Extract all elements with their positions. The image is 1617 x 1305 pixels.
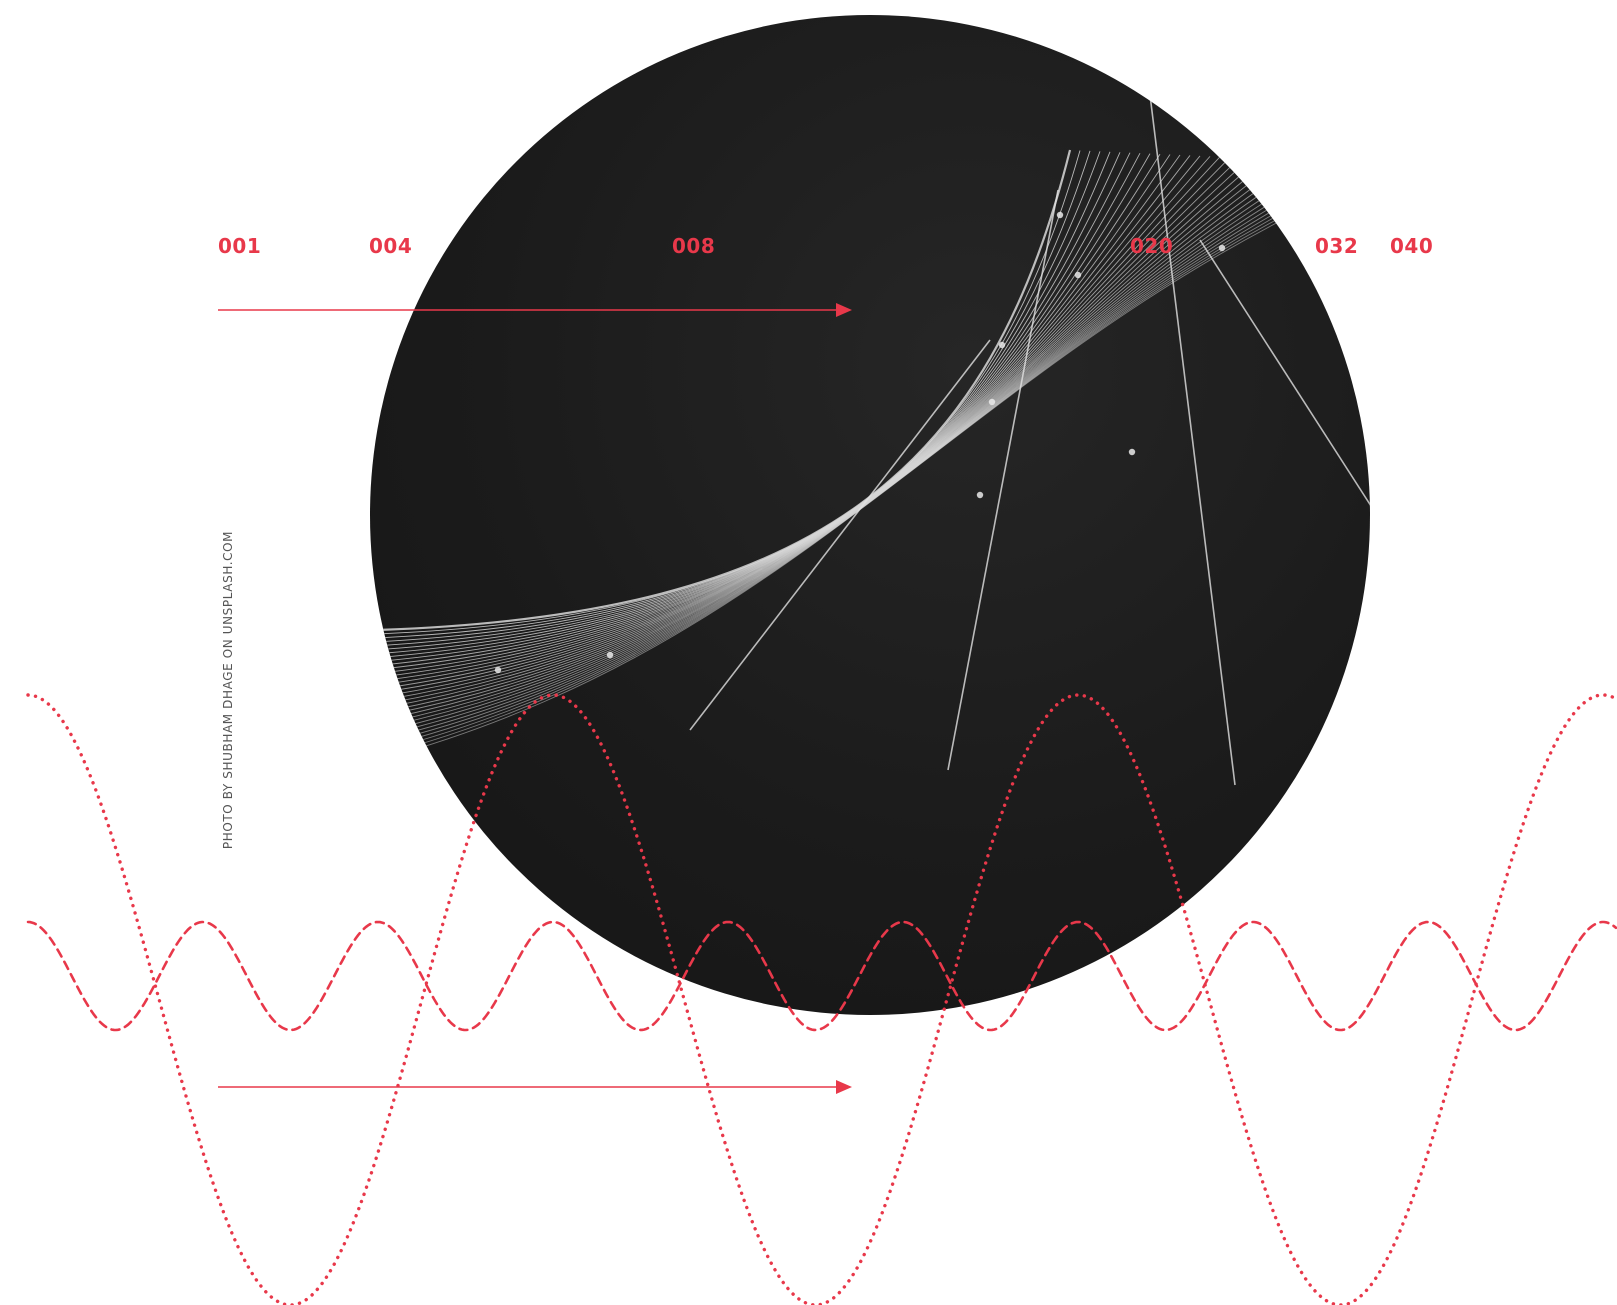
marker-label: 004 [369, 234, 413, 258]
mesh-node [1074, 271, 1082, 279]
mesh-node [606, 651, 614, 659]
marker-label: 040 [1390, 234, 1434, 258]
photo-credit: PHOTO BY SHUBHAM DHAGE ON UNSPLASH.COM [221, 530, 235, 850]
mesh-node [1218, 244, 1226, 252]
mesh-strand [1149, 94, 1236, 786]
mesh-node [976, 491, 984, 499]
mesh-node [494, 666, 502, 674]
photo-circle [370, 15, 1370, 1015]
arrow-right-icon [836, 1080, 852, 1094]
marker-label: 020 [1130, 234, 1174, 258]
mesh-strand [1199, 239, 1370, 521]
mesh-node [998, 341, 1006, 349]
mesh-strand [689, 339, 991, 731]
arrow-top [218, 303, 852, 317]
photo-disc [370, 15, 1370, 1015]
mesh-node [988, 398, 996, 406]
marker-label: 008 [672, 234, 716, 258]
dashed-wave [26, 920, 1617, 1032]
mesh-node [1128, 448, 1136, 456]
mesh-strand [947, 189, 1059, 771]
mesh-node [1056, 211, 1064, 219]
marker-label: 032 [1315, 234, 1359, 258]
arrow-right-icon [836, 303, 852, 317]
arrow-bottom [218, 1080, 852, 1094]
mesh-wave-image [377, 94, 1370, 786]
marker-label: 001 [218, 234, 262, 258]
